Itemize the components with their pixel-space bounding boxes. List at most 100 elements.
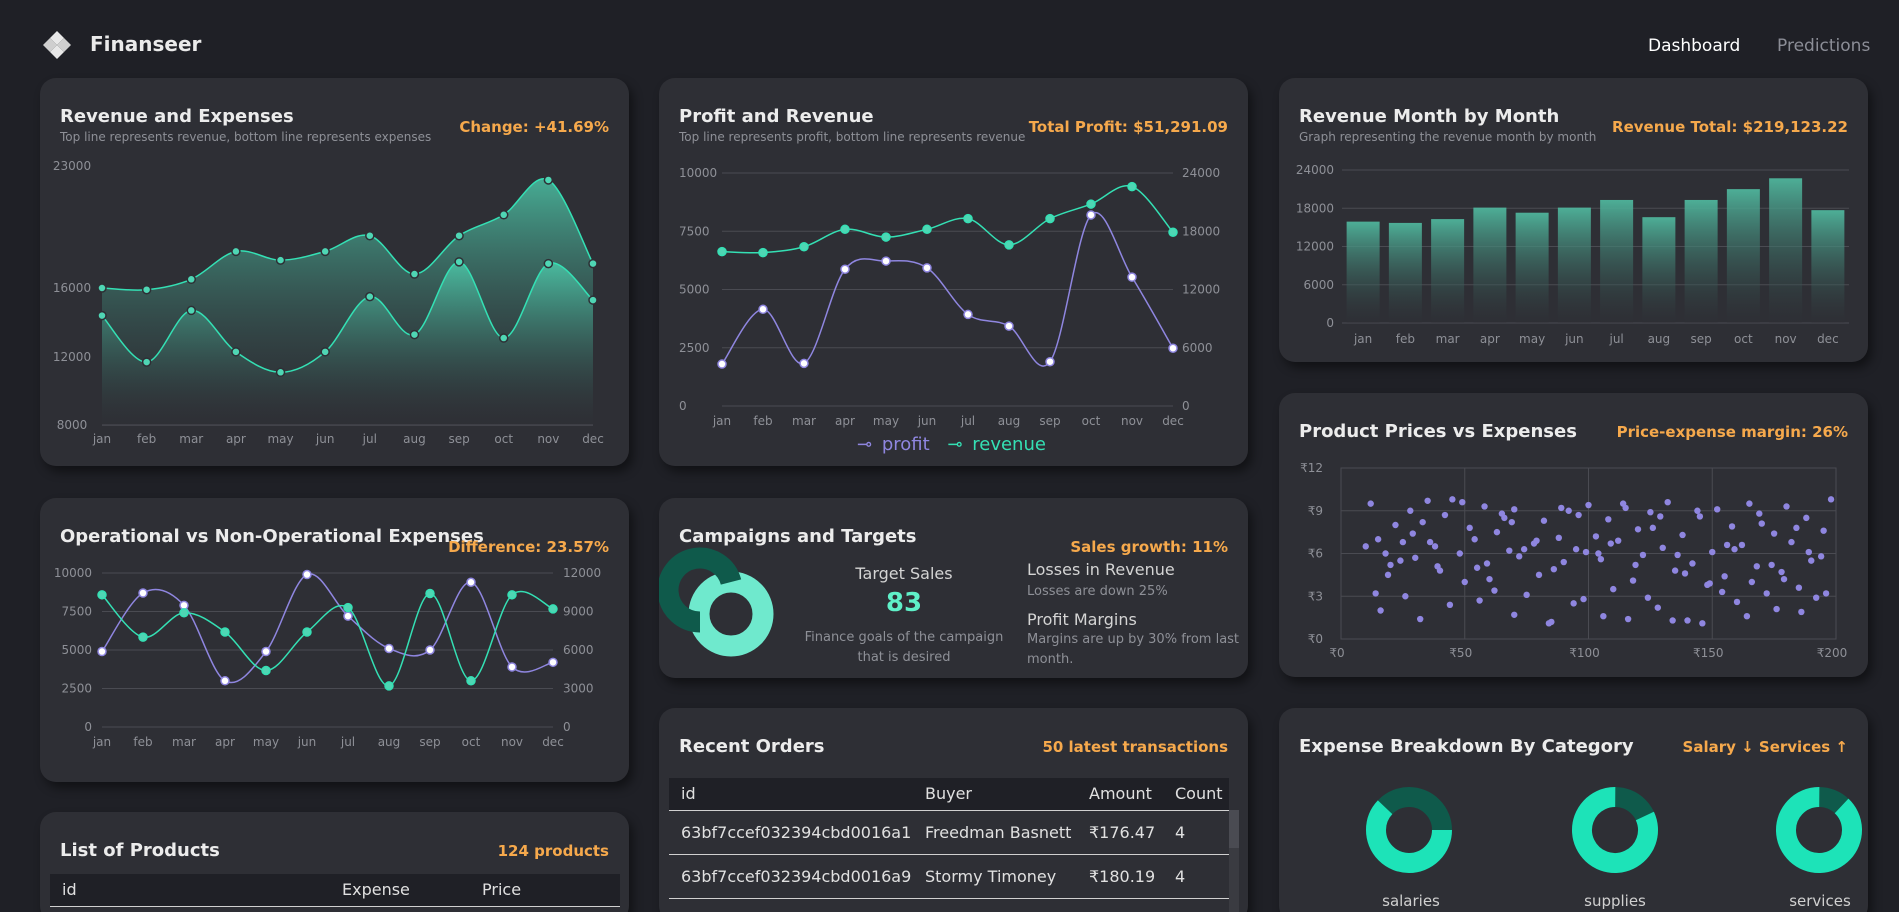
bar bbox=[1769, 178, 1803, 323]
scatter-point bbox=[1709, 548, 1716, 556]
expense-breakdown-chart[interactable] bbox=[1279, 708, 1868, 912]
x-tick-label: feb bbox=[753, 414, 772, 428]
orders-scrollbar[interactable] bbox=[1229, 810, 1239, 912]
scatter-point bbox=[1362, 543, 1369, 550]
data-point bbox=[138, 588, 148, 598]
scatter-point bbox=[1426, 538, 1434, 546]
data-point bbox=[840, 264, 850, 274]
profit-revenue-card: Profit and Revenue Top line represents p… bbox=[659, 78, 1248, 466]
x-tick-label: aug bbox=[998, 414, 1021, 428]
data-point bbox=[922, 263, 932, 273]
order-amount: ₹180.19 bbox=[1077, 854, 1163, 899]
x-tick-label: dec bbox=[1817, 332, 1839, 346]
x-tick-label: may bbox=[873, 414, 899, 428]
x-tick-label: oct bbox=[1082, 414, 1101, 428]
x-tick-label: aug bbox=[378, 735, 401, 749]
scatter-point bbox=[1714, 506, 1721, 513]
scatter-point bbox=[1624, 615, 1632, 623]
scatter-point bbox=[1605, 516, 1612, 523]
x-tick-label: ₹50 bbox=[1449, 646, 1472, 660]
scatter-point bbox=[1441, 511, 1449, 519]
category-label-services: services bbox=[1789, 892, 1851, 910]
scatter-point bbox=[1615, 537, 1622, 544]
orders-table: id Buyer Amount Count 63bf7ccef032394cbd… bbox=[669, 778, 1229, 899]
data-point bbox=[799, 358, 809, 369]
column-header[interactable]: Buyer bbox=[913, 778, 1077, 811]
scatter-point bbox=[1374, 536, 1382, 543]
x-tick-label: sep bbox=[1039, 414, 1060, 428]
product-prices-chart[interactable]: ₹0 ₹3 ₹6 ₹9 ₹12 ₹0 ₹50 ₹100 ₹150 ₹200 bbox=[1279, 393, 1868, 677]
scatter-point bbox=[1743, 613, 1751, 620]
column-header[interactable]: Expense bbox=[330, 874, 470, 907]
scatter-point bbox=[1783, 503, 1790, 510]
scatter-point bbox=[1377, 607, 1384, 614]
scatter-point bbox=[1550, 565, 1558, 573]
table-row[interactable]: 63bf7ccef032394cbd0016a9 Stormy Timoney … bbox=[669, 854, 1229, 899]
x-tick-label: ₹0 bbox=[1329, 646, 1344, 660]
scatter-point bbox=[1738, 541, 1746, 549]
x-tick-label: jan bbox=[92, 735, 111, 749]
scatter-point bbox=[1384, 571, 1392, 579]
scatter-point bbox=[1803, 514, 1810, 522]
chart-legend: ⊸ profit ⊸ revenue bbox=[659, 434, 1248, 455]
scatter-point bbox=[1558, 504, 1565, 512]
profit-revenue-chart[interactable]: 0 0 2500 6000 5000 12000 7500 18000 10000 24000 ja… bbox=[659, 78, 1248, 466]
operational-expenses-chart[interactable]: 0 0 2500 3000 5000 6000 7500 9000 10000 12000 jan f… bbox=[40, 498, 629, 782]
data-point bbox=[758, 304, 768, 315]
x-tick-label: ₹200 bbox=[1817, 646, 1848, 660]
revenue-expenses-chart[interactable]: 8000 12000 16000 23000 jan feb mar apr may jun jul… bbox=[40, 78, 629, 466]
scatter-point bbox=[1446, 601, 1454, 608]
products-card: List of Products 124 products id Expense… bbox=[40, 812, 629, 912]
revenue-month-chart[interactable]: 0 6000 12000 18000 24000 jan feb mar apr may jun ju… bbox=[1279, 78, 1868, 362]
data-point bbox=[498, 333, 509, 343]
x-tick-label: sep bbox=[1690, 332, 1711, 346]
scatter-point bbox=[1746, 500, 1753, 507]
y-right-tick-label: 6000 bbox=[563, 643, 594, 657]
data-point bbox=[179, 608, 189, 618]
y-tick-label: 6000 bbox=[1303, 278, 1334, 292]
card-title: Operational vs Non-Operational Expenses bbox=[60, 526, 484, 547]
orders-scrollbar-thumb[interactable] bbox=[1229, 810, 1239, 848]
y-left-tick-label: 10000 bbox=[54, 566, 92, 580]
y-tick-label: 0 bbox=[1326, 316, 1334, 330]
donut-value bbox=[1776, 787, 1862, 874]
data-point bbox=[543, 258, 554, 269]
data-point bbox=[186, 274, 197, 285]
table-row[interactable]: 63bf7ccef032394cbd0016a1 Freedman Basnet… bbox=[669, 810, 1229, 855]
column-header[interactable]: id bbox=[669, 778, 913, 811]
bar bbox=[1684, 199, 1718, 323]
scatter-point bbox=[1647, 508, 1654, 516]
legend-profit[interactable]: ⊸ profit bbox=[857, 434, 930, 455]
column-header[interactable]: id bbox=[50, 874, 330, 907]
card-highlight: Price-expense margin: 26% bbox=[1616, 423, 1848, 441]
scatter-point bbox=[1728, 523, 1736, 530]
donut-value bbox=[1572, 787, 1658, 873]
orders-card: Recent Orders 50 latest transactions id … bbox=[659, 708, 1248, 912]
scatter-point bbox=[1572, 546, 1580, 553]
column-header[interactable]: Count bbox=[1163, 778, 1229, 811]
scatter-point bbox=[1575, 511, 1582, 519]
scatter-point bbox=[1649, 524, 1657, 532]
y-left-tick-label: 2500 bbox=[679, 341, 710, 355]
nav-dashboard-link[interactable]: Dashboard bbox=[1648, 36, 1741, 56]
y-tick-label: 24000 bbox=[1296, 163, 1334, 177]
y-tick-label: ₹12 bbox=[1300, 461, 1323, 475]
card-title: Revenue Month by Month bbox=[1299, 106, 1560, 127]
data-point bbox=[588, 258, 598, 269]
nav-predictions-link[interactable]: Predictions bbox=[1777, 36, 1871, 56]
data-point bbox=[1045, 356, 1055, 367]
scatter-point bbox=[1511, 611, 1518, 618]
data-point bbox=[320, 347, 330, 357]
scatter-point bbox=[1461, 578, 1468, 586]
x-tick-label: feb bbox=[1396, 332, 1415, 346]
data-point bbox=[758, 247, 768, 258]
x-tick-label: dec bbox=[542, 735, 564, 749]
scatter-point bbox=[1399, 538, 1407, 546]
data-point bbox=[138, 632, 148, 642]
bar bbox=[1431, 219, 1465, 323]
scatter-point bbox=[1570, 600, 1577, 607]
legend-revenue[interactable]: ⊸ revenue bbox=[947, 434, 1046, 455]
column-header[interactable]: Price bbox=[470, 874, 620, 907]
x-tick-label: apr bbox=[835, 414, 855, 428]
column-header[interactable]: Amount bbox=[1077, 778, 1163, 811]
